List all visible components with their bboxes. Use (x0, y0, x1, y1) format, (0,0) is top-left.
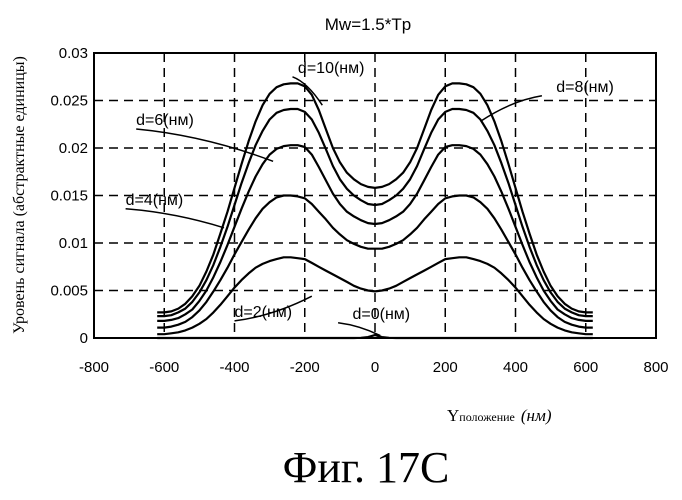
series-annotation: d=4(нм) (126, 192, 184, 209)
tick-labels: -800 -600 -400 -200 0 200 400 600 800 0 0.005 0.01 0… (50, 45, 668, 376)
series-line (157, 144, 593, 322)
annotation-leader (234, 295, 313, 322)
annotation-leader (125, 208, 225, 229)
y-tick-label: 0.01 (59, 235, 88, 252)
x-tick-label: -800 (79, 359, 109, 376)
series-layer (157, 82, 593, 340)
chart-title: Mw=1.5*Tp (325, 15, 411, 34)
x-tick-label: 200 (433, 359, 458, 376)
x-tick-label: 800 (643, 359, 668, 376)
series-line (157, 107, 593, 318)
x-tick-label: 0 (371, 359, 379, 376)
y-tick-label: 0.015 (50, 188, 88, 205)
series-line (157, 82, 593, 314)
plot-frame (93, 52, 657, 339)
grid (94, 53, 656, 338)
y-tick-label: 0.02 (59, 140, 88, 157)
x-tick-label: -600 (149, 359, 179, 376)
annotations: d=10(нм) d=8(нм) d=6(нм) d=4(нм) d=2(нм) d=0(… (125, 60, 614, 337)
figure-caption: Фиг. 17C (283, 443, 450, 492)
series-line (157, 256, 593, 336)
x-axis-label: Yположение (нм) (447, 406, 552, 425)
series-annotation: d=2(нм) (235, 304, 293, 321)
x-axis-label-sub: положение (459, 410, 515, 424)
annotation-leader (338, 322, 381, 337)
series-annotation: d=10(нм) (298, 60, 365, 77)
series-line (157, 194, 593, 329)
y-tick-label: 0.025 (50, 93, 88, 110)
y-tick-label: 0.03 (59, 45, 88, 62)
annotation-leader (136, 128, 274, 163)
y-tick-label: 0.005 (50, 283, 88, 300)
x-axis-label-unit: (нм) (521, 406, 552, 425)
series-annotation: d=0(нм) (352, 306, 410, 323)
x-tick-label: -200 (290, 359, 320, 376)
annotation-leader (479, 95, 543, 123)
x-tick-label: 600 (573, 359, 598, 376)
series-line (157, 334, 593, 340)
x-tick-label: -400 (219, 359, 249, 376)
y-tick-label: 0 (80, 330, 88, 347)
y-axis-label: Уровень сигнала (абстрактные единицы) (11, 56, 28, 334)
series-annotation: d=6(нм) (136, 112, 194, 129)
x-tick-label: 400 (503, 359, 528, 376)
x-axis-label-main: Y (447, 406, 459, 425)
annotation-leader (292, 76, 323, 106)
series-annotation: d=8(нм) (556, 79, 614, 96)
